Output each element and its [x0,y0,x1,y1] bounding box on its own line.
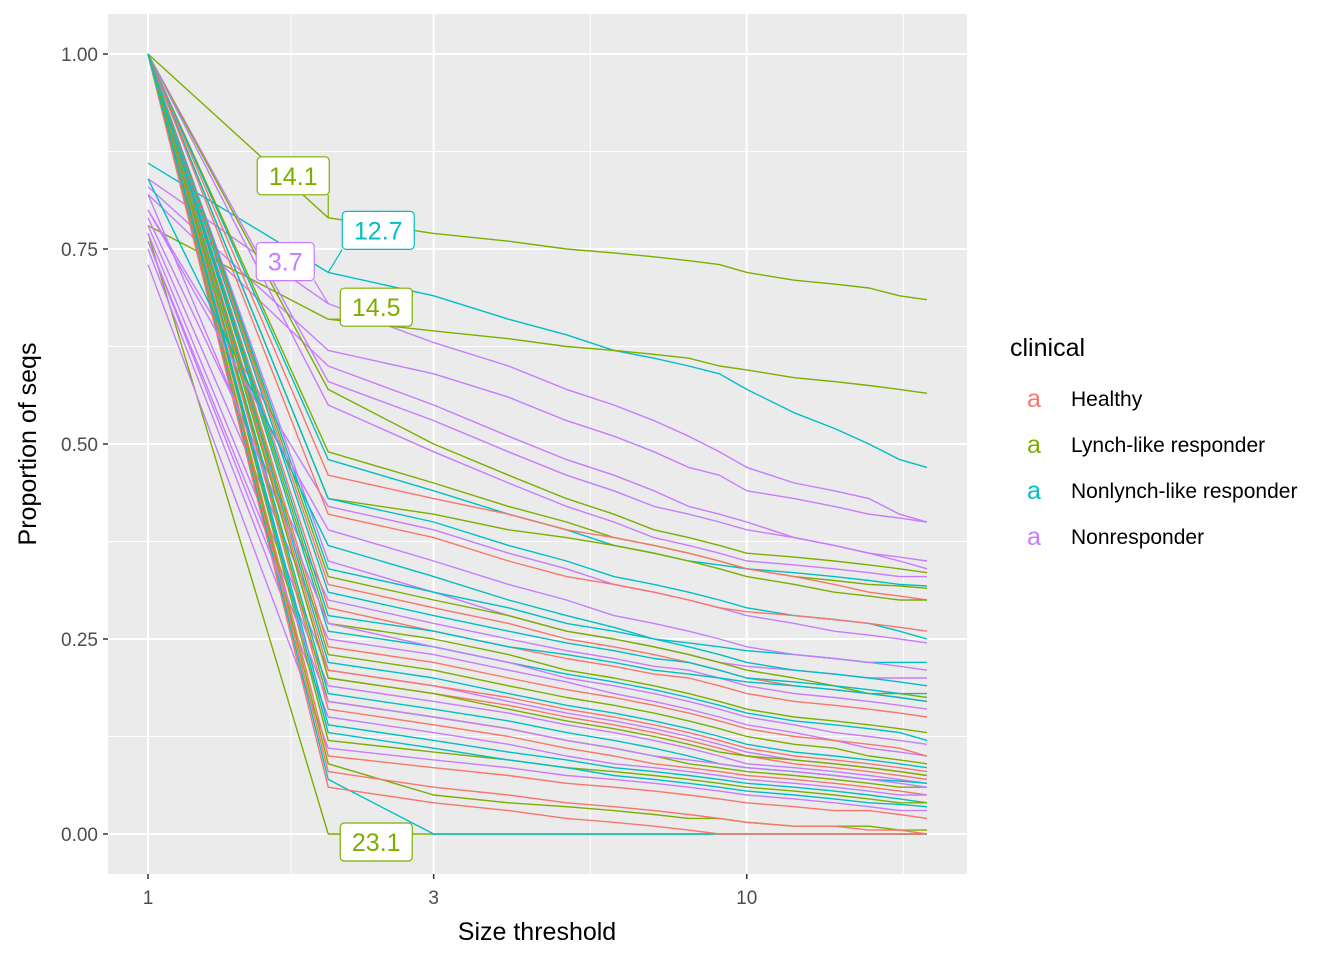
y-axis-title: Proportion of seqs [14,343,42,546]
label-box [339,822,413,862]
series-line-50 [147,53,928,808]
series-line-20 [147,53,928,699]
series-line-51 [147,240,928,788]
legend-key: a [1027,523,1041,551]
series-line-14 [147,53,927,601]
legend-title: clinical [1010,334,1085,362]
series-line-37 [147,248,927,796]
series-label: 3.7 [268,249,303,277]
series-line-6 [147,186,928,523]
series-line-10 [147,53,927,578]
series-line-30 [147,53,928,769]
series-line-32 [147,53,928,781]
y-axis: 0.00 0.25 0.50 0.75 1.00 [61,45,108,846]
series-line-47 [147,178,928,687]
series-line-43 [147,53,928,835]
series-line-33 [147,240,928,784]
x-tick-label: 1 [143,888,154,909]
y-tick-label: 1.00 [61,45,98,66]
legend-key: a [1027,477,1041,505]
series-line-53 [147,53,928,703]
series-line-2 [147,162,928,469]
legend-label: Healthy [1071,388,1143,411]
series-line-52 [147,53,928,777]
series-line-45 [147,53,927,835]
series-line-23 [147,217,928,710]
x-tick-label: 3 [428,888,439,909]
series-line-49 [147,53,928,773]
y-tick-label: 0.50 [61,435,98,456]
label-box [339,287,413,327]
series-line-48 [147,194,928,745]
series-line-3 [147,178,928,523]
series-line-25 [147,53,928,734]
legend-label: Lynch-like responder [1071,434,1265,457]
series-line-22 [147,53,927,695]
label-box [256,156,330,196]
x-axis: 1 3 10 [143,874,757,909]
legend-key: a [1027,385,1041,413]
legend: clinical a Healthy a Lynch-like responder a N… [1010,334,1297,551]
series-line-9 [147,53,928,574]
label-connector [313,280,329,304]
series-lines [147,53,928,835]
series-line-8 [147,53,928,570]
series-line-40 [147,264,927,812]
legend-label: Nonlynch-like responder [1071,480,1297,503]
series-line-17 [147,53,928,632]
x-axis-title: Size threshold [458,918,616,946]
label-box [255,242,315,282]
series-line-42 [147,53,927,831]
series-line-41 [147,53,928,820]
series-line-29 [147,53,928,765]
y-tick-label: 0.25 [61,630,98,651]
series-label: 14.1 [269,163,318,191]
series-label: 12.7 [354,217,403,245]
series-labels: 14.1 12.7 3.7 14.5 23.1 [255,156,415,862]
legend-label: Nonresponder [1071,526,1204,549]
x-tick-label: 10 [736,888,757,909]
series-line-38 [147,53,928,804]
label-box [341,210,415,250]
series-line-4 [147,224,928,394]
series-line-13 [147,53,928,601]
series-label: 14.5 [352,294,401,322]
series-line-36 [147,53,928,796]
y-tick-label: 0.75 [61,240,98,261]
y-tick-label: 0.00 [61,825,98,846]
series-line-28 [147,53,928,757]
label-connector [327,249,343,273]
series-line-46 [147,209,928,671]
series-line-27 [147,225,928,757]
legend-key: a [1027,431,1041,459]
series-line-39 [147,53,927,804]
series-line-1 [147,53,928,301]
series-label: 23.1 [352,829,401,857]
